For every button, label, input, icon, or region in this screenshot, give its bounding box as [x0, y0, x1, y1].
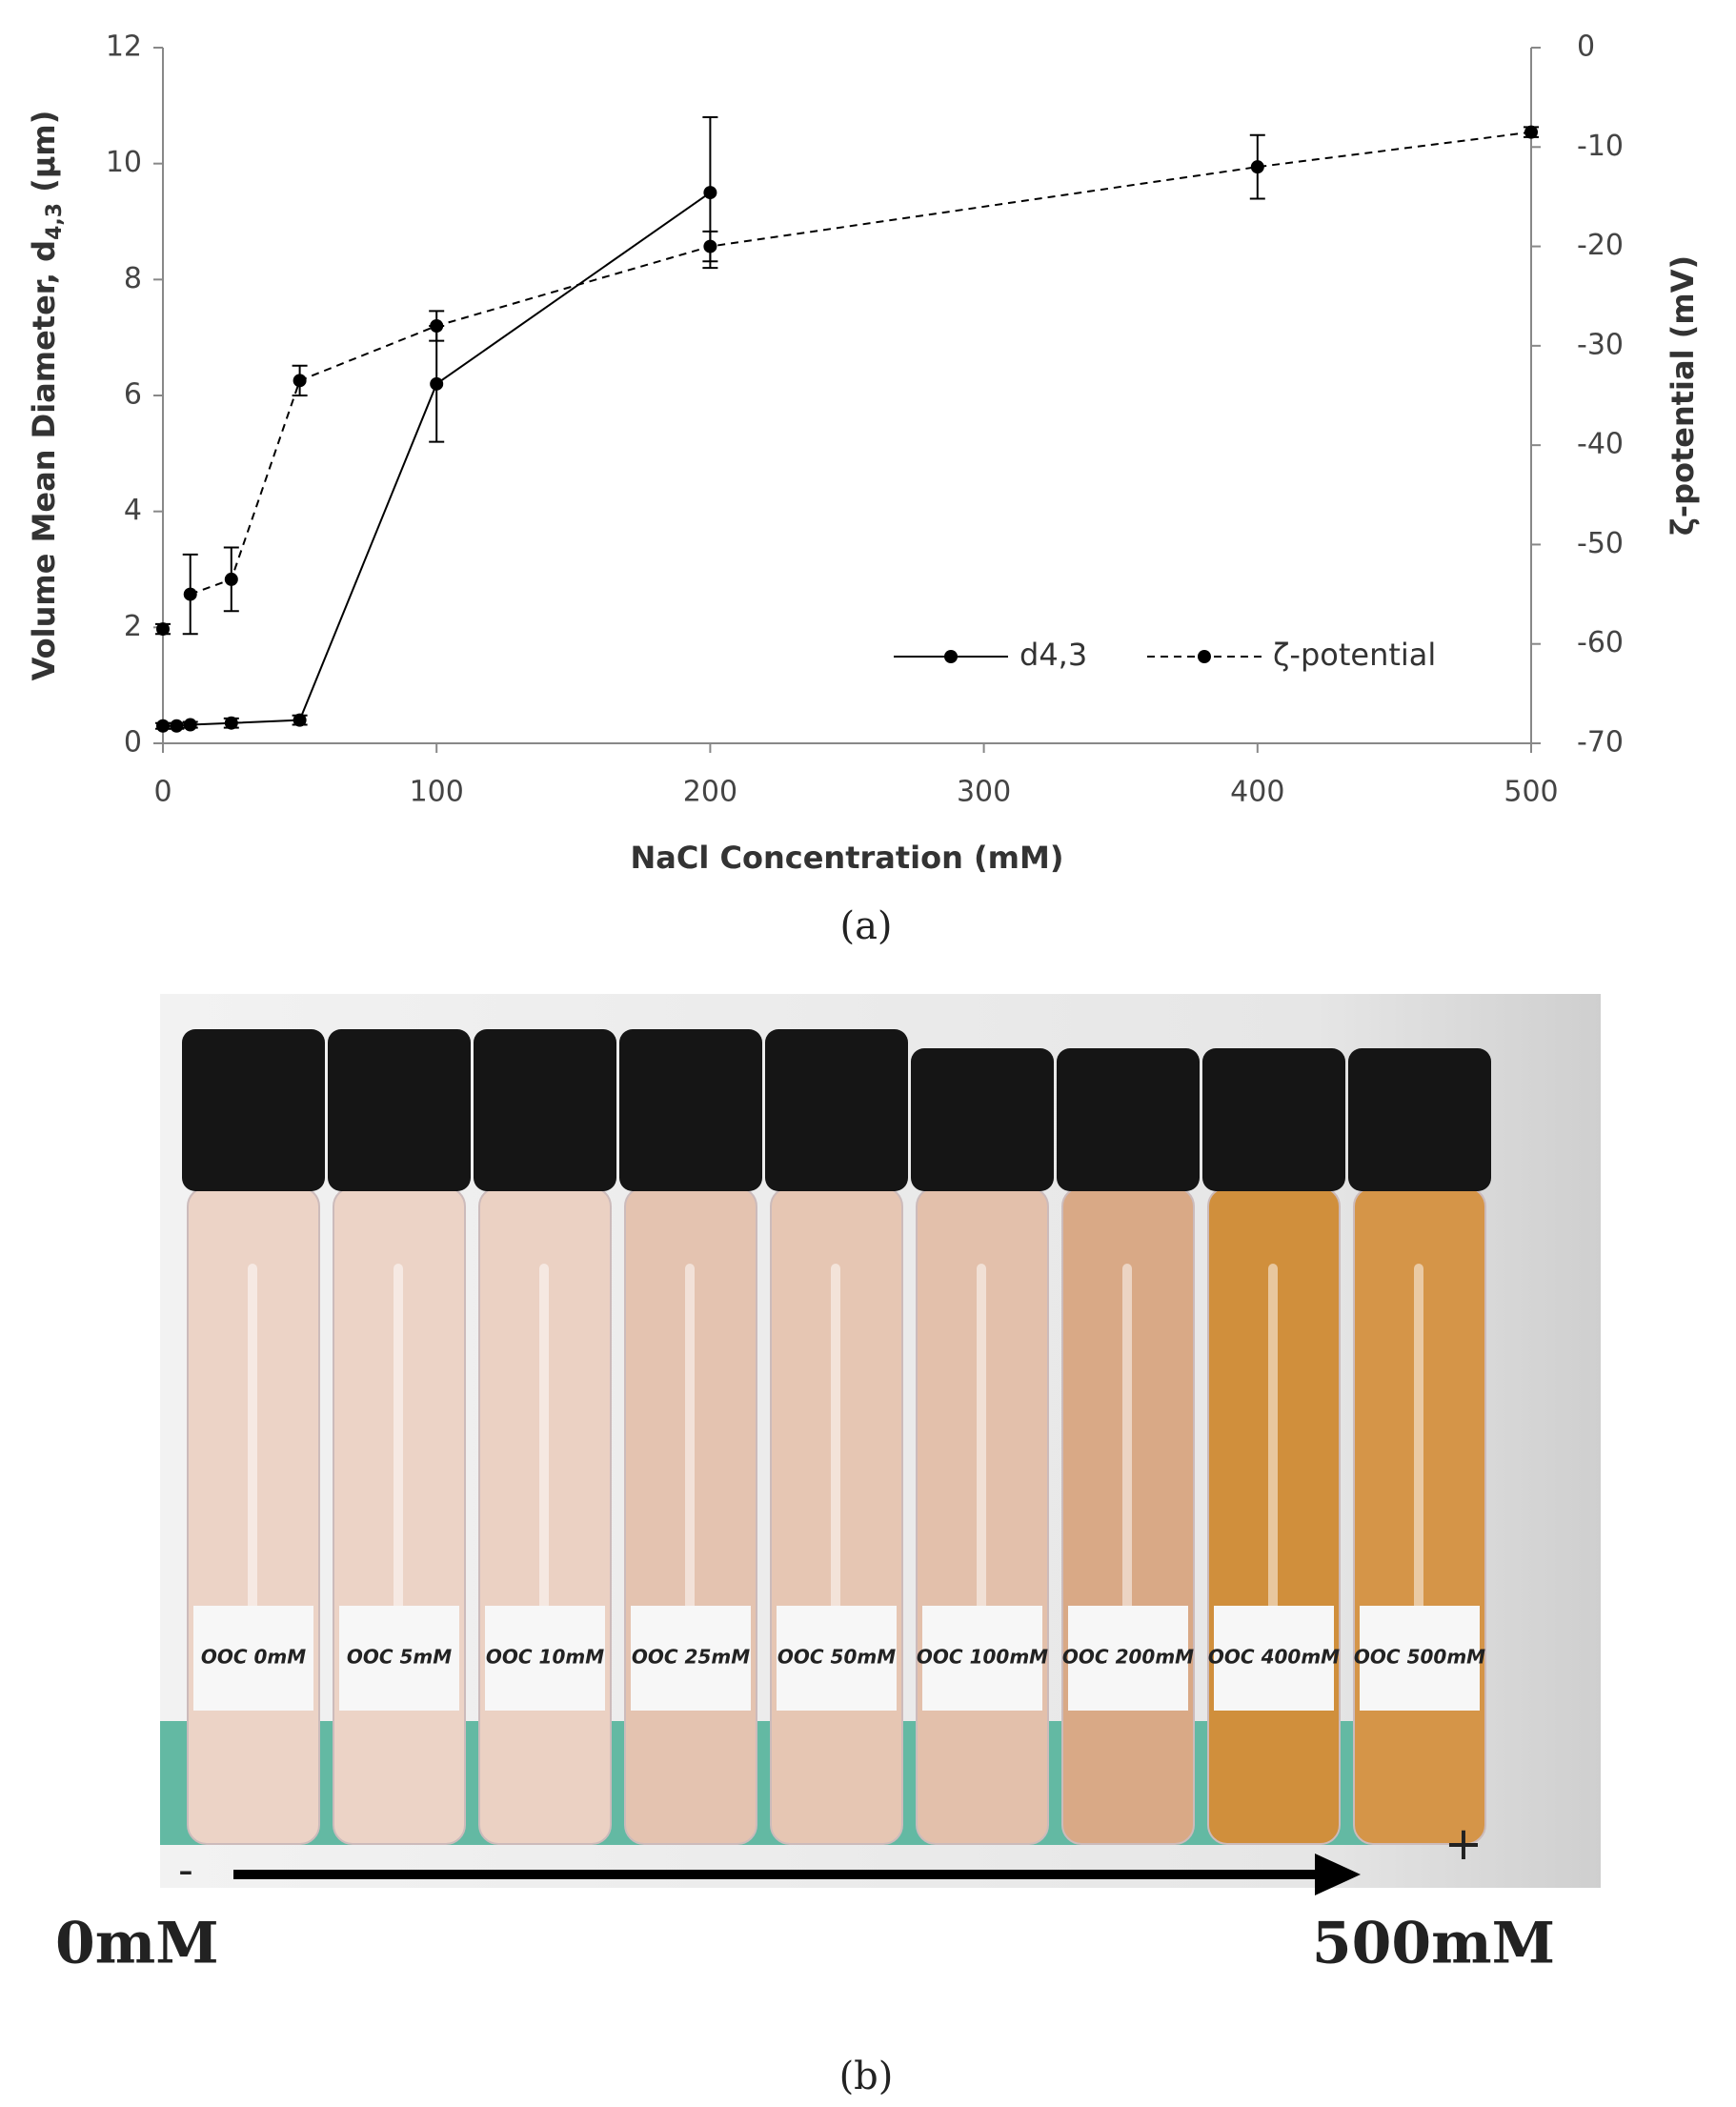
y2-tick-label: -20: [1577, 229, 1624, 262]
series-line: [190, 131, 1532, 596]
tube-label-paper: [922, 1606, 1042, 1711]
tube-label: OOC 10mM: [486, 1646, 604, 1669]
caption-a: (a): [839, 904, 892, 948]
data-point: [183, 718, 197, 732]
end-label: 500mM: [1312, 1911, 1555, 1977]
tube-label-paper: [485, 1606, 605, 1711]
series-line: [163, 192, 711, 727]
tube-label: OOC 500mM: [1354, 1646, 1485, 1669]
data-point: [224, 572, 238, 586]
tube-cap: [911, 1048, 1054, 1191]
legend-marker: [1198, 650, 1211, 663]
y-tick-label: 10: [106, 146, 142, 179]
arrow-head: [1315, 1854, 1361, 1895]
tube-label-paper: [1068, 1606, 1188, 1711]
tubes: OOC 0mM OOC 5mM OOC 10mM OOC 25mM OOC 50mM OO…: [182, 1029, 1491, 1845]
tube-highlight: [977, 1264, 986, 1664]
tube-cap: [765, 1029, 908, 1191]
data-point: [183, 587, 197, 601]
tube-label-paper: [1360, 1606, 1480, 1711]
y2-tick-label: -70: [1577, 726, 1624, 760]
y-tick-label: 12: [106, 30, 142, 64]
legend-label: ζ-potential: [1273, 637, 1436, 673]
y2-tick-label: 0: [1577, 30, 1595, 64]
tube-cap: [1202, 1048, 1345, 1191]
data-point: [293, 374, 307, 388]
tube-cap: [619, 1029, 762, 1191]
y-tick-label: 4: [124, 494, 142, 527]
y2-tick-label: -40: [1577, 428, 1624, 461]
data-point: [703, 186, 717, 200]
y-tick-label: 8: [124, 262, 142, 295]
y2-tick-label: -30: [1577, 328, 1624, 361]
tube-highlight: [1122, 1264, 1132, 1664]
y-tick-label: 2: [124, 610, 142, 643]
x-tick-label: 200: [683, 776, 737, 809]
tube-label: OOC 100mM: [917, 1646, 1048, 1669]
tube-highlight: [1268, 1264, 1278, 1664]
tube-label-paper: [631, 1606, 751, 1711]
tube-label: OOC 200mM: [1062, 1646, 1194, 1669]
y-tick-label: 0: [124, 726, 142, 760]
y-axis-label-part: Volume Mean Diameter, d: [26, 240, 62, 680]
y-axis-label-part: 4,3: [43, 203, 67, 240]
tube-label-paper: [777, 1606, 897, 1711]
tube-label-paper: [193, 1606, 313, 1711]
tube-label: OOC 50mM: [777, 1646, 896, 1669]
y-tick-label: 6: [124, 378, 142, 412]
tube-label: OOC 0mM: [201, 1646, 306, 1669]
minus-sign: -: [178, 1846, 193, 1894]
tube-highlight: [248, 1264, 257, 1664]
tube-highlight: [539, 1264, 549, 1664]
plus-sign: +: [1444, 1817, 1483, 1871]
data-point: [430, 376, 444, 391]
tube-label: OOC 400mM: [1208, 1646, 1340, 1669]
x-tick-label: 0: [153, 776, 172, 809]
y2-tick-label: -60: [1577, 626, 1624, 659]
y2-tick-label: -10: [1577, 130, 1624, 163]
tube-label-paper: [1214, 1606, 1334, 1711]
caption-b: (b): [839, 2055, 894, 2098]
tube-highlight: [1414, 1264, 1423, 1664]
y-axis-label: Volume Mean Diameter, d4,3 (μm): [26, 111, 67, 681]
y2-axis-label: ζ-potential (mV): [1665, 255, 1701, 536]
data-point: [156, 622, 170, 637]
data-point: [170, 719, 184, 733]
tube-label: OOC 5mM: [347, 1646, 452, 1669]
legend-marker: [944, 650, 958, 663]
start-label: 0mM: [55, 1911, 219, 1977]
tube-label-paper: [339, 1606, 459, 1711]
tube-cap: [474, 1029, 616, 1191]
x-tick-label: 500: [1504, 776, 1558, 809]
data-point: [224, 716, 238, 730]
y2-tick-label: -50: [1577, 527, 1624, 560]
x-tick-label: 400: [1230, 776, 1284, 809]
data-point: [293, 713, 307, 727]
legend-label: d4,3: [1019, 637, 1087, 673]
tube-highlight: [831, 1264, 840, 1664]
x-axis-label: NaCl Concentration (mM): [631, 840, 1064, 876]
tube-cap: [182, 1029, 325, 1191]
data-point: [1250, 160, 1264, 174]
tube-label: OOC 25mM: [632, 1646, 750, 1669]
tube-cap: [1348, 1048, 1491, 1191]
data-point: [430, 319, 444, 333]
data-point: [703, 239, 717, 253]
tube-highlight: [394, 1264, 403, 1664]
y-axis-label-part: (μm): [26, 111, 62, 203]
x-tick-label: 300: [957, 776, 1011, 809]
tube-cap: [328, 1029, 471, 1191]
data-point: [1524, 125, 1538, 139]
data-point: [156, 719, 170, 733]
tube-highlight: [685, 1264, 695, 1664]
tube-cap: [1057, 1048, 1200, 1191]
x-tick-label: 100: [410, 776, 464, 809]
